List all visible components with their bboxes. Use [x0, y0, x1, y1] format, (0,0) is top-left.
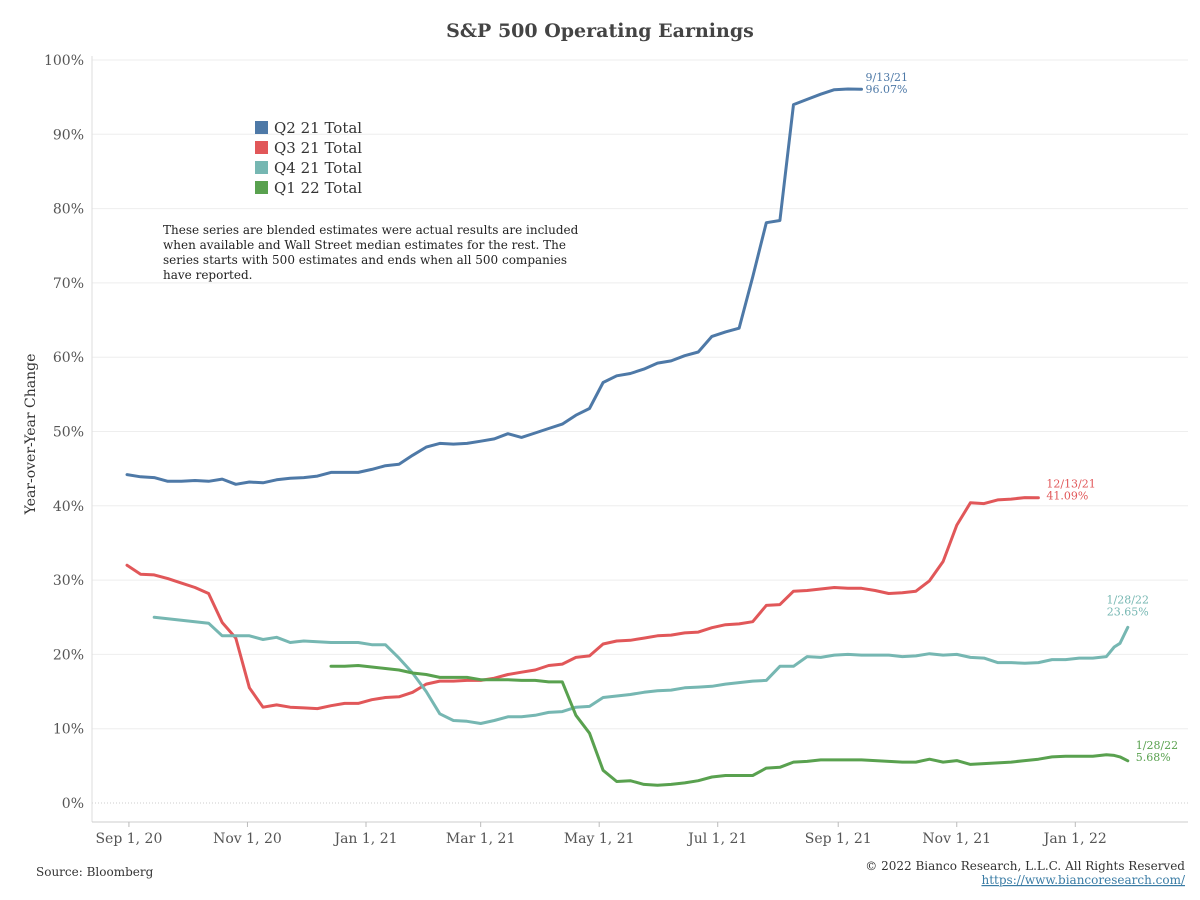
- legend-swatch: [255, 181, 268, 194]
- end-value-label: 5.68%: [1136, 751, 1171, 764]
- end-date-label: 1/28/22: [1107, 593, 1149, 606]
- annotation-line: when available and Wall Street median es…: [163, 238, 566, 252]
- legend: Q2 21 Total Q3 21 Total Q4 21 Total Q1 22 T…: [255, 119, 362, 197]
- end-date-label: 9/13/21: [866, 71, 908, 84]
- legend-label[interactable]: Q2 21 Total: [274, 119, 362, 137]
- legend-label[interactable]: Q1 22 Total: [274, 179, 362, 197]
- x-tick-label: Sep 1, 21: [805, 831, 872, 847]
- y-axis: 0% 10% 20% 30% 40% 50% 60% 70% 80% 90% 100%: [44, 53, 84, 812]
- annotation-note: These series are blended estimates were …: [163, 223, 579, 282]
- y-tick-label: 50%: [53, 425, 84, 441]
- end-date-label: 1/28/22: [1136, 739, 1178, 752]
- x-tick-label: Jul 1, 21: [686, 831, 747, 847]
- y-tick-label: 60%: [53, 350, 84, 366]
- x-tick-label: Nov 1, 21: [922, 831, 991, 847]
- end-value-label: 96.07%: [866, 83, 908, 96]
- y-tick-label: 100%: [44, 53, 84, 69]
- legend-swatch: [255, 121, 268, 134]
- y-tick-label: 20%: [53, 647, 84, 663]
- legend-label[interactable]: Q4 21 Total: [274, 159, 362, 177]
- y-tick-label: 40%: [53, 499, 84, 515]
- x-tick-label: Jan 1, 22: [1042, 831, 1107, 847]
- x-tick-label: Jan 1, 21: [332, 831, 397, 847]
- end-value-label: 23.65%: [1107, 605, 1149, 618]
- annotation-line: have reported.: [163, 268, 252, 282]
- x-tick-label: Nov 1, 20: [213, 831, 282, 847]
- series-lines: [125, 87, 1130, 787]
- series-line-q2-21-total: [125, 87, 863, 486]
- y-tick-label: 80%: [53, 202, 84, 218]
- y-tick-label: 0%: [62, 796, 84, 812]
- grid: [91, 56, 1188, 822]
- y-tick-label: 10%: [53, 722, 84, 738]
- legend-label[interactable]: Q3 21 Total: [274, 139, 362, 157]
- copyright-note: © 2022 Bianco Research, L.L.C. All Right…: [865, 859, 1185, 873]
- x-axis: Sep 1, 20 Nov 1, 20 Jan 1, 21 Mar 1, 21 May …: [92, 821, 1188, 847]
- end-date-label: 12/13/21: [1046, 478, 1095, 491]
- annotation-line: These series are blended estimates were …: [163, 223, 579, 237]
- chart-title: S&P 500 Operating Earnings: [446, 20, 754, 42]
- y-tick-label: 70%: [53, 276, 84, 292]
- y-tick-label: 30%: [53, 573, 84, 589]
- y-axis-title: Year-over-Year Change: [23, 354, 39, 516]
- y-tick-label: 90%: [53, 127, 84, 143]
- series-line-q4-21-total: [152, 615, 1130, 725]
- source-note: Source: Bloomberg: [36, 865, 154, 879]
- series-line-q3-21-total: [125, 496, 1040, 711]
- end-value-label: 41.09%: [1046, 490, 1088, 503]
- legend-swatch: [255, 161, 268, 174]
- legend-swatch: [255, 141, 268, 154]
- annotation-line: series starts with 500 estimates and end…: [163, 253, 567, 267]
- website-link[interactable]: https://www.biancoresearch.com/: [981, 873, 1185, 887]
- x-tick-label: May 1, 21: [564, 831, 635, 847]
- end-labels: 9/13/2196.07%12/13/2141.09%1/28/2223.65%…: [866, 71, 1179, 764]
- x-tick-label: Mar 1, 21: [446, 831, 515, 847]
- series-line-q1-22-total: [329, 664, 1130, 787]
- x-tick-label: Sep 1, 20: [95, 831, 162, 847]
